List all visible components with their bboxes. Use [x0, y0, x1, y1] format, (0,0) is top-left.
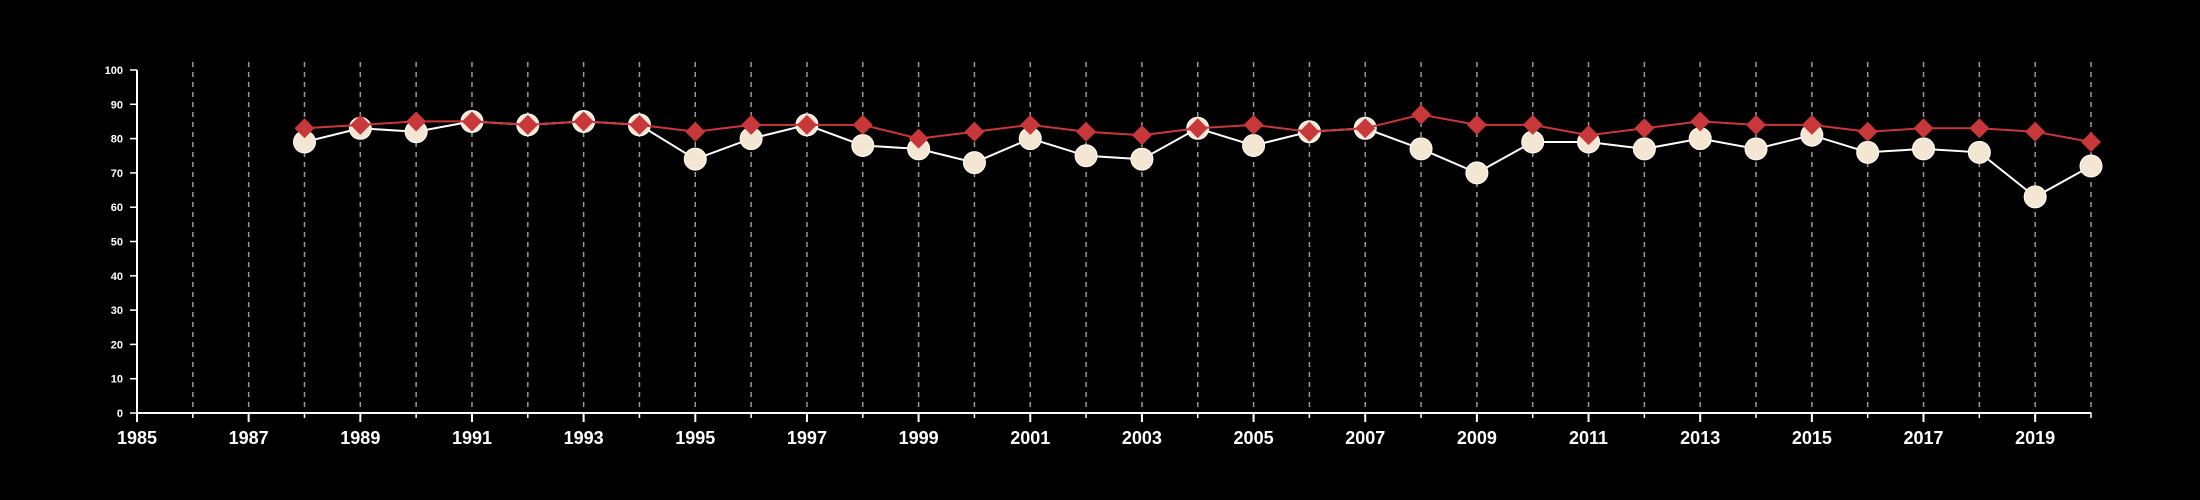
y-tick-label-30: 30	[111, 305, 123, 317]
x-tick-label-2015: 2015	[1792, 428, 1832, 448]
diamond-point-2011	[1578, 125, 1599, 146]
circle-point-2002	[1074, 144, 1098, 168]
diamond-point-1993	[573, 111, 594, 132]
circle-point-2016	[1856, 140, 1880, 164]
diamond-point-2017	[1913, 118, 1934, 139]
diamond-point-2010	[1522, 114, 1543, 135]
diamond-point-2004	[1187, 118, 1208, 139]
x-tick-label-2007: 2007	[1345, 428, 1385, 448]
diamond-point-2005	[1243, 114, 1264, 135]
diamond-point-2001	[1020, 114, 1041, 135]
circle-point-2020	[2079, 154, 2103, 178]
x-tick-label-1985: 1985	[117, 428, 157, 448]
diamond-point-1989	[350, 114, 371, 135]
y-tick-label-40: 40	[111, 271, 123, 283]
circle-point-2009	[1465, 161, 1489, 185]
x-tick-label-2011: 2011	[1569, 428, 1608, 448]
x-tick-label-2019: 2019	[2015, 428, 2055, 448]
x-tick-label-1991: 1991	[452, 428, 492, 448]
series-layer	[292, 104, 2103, 209]
diamond-point-2003	[1131, 125, 1152, 146]
diamond-point-2009	[1466, 114, 1487, 135]
y-tick-label-100: 100	[105, 65, 123, 77]
diamond-point-1994	[629, 114, 650, 135]
x-tick-label-1993: 1993	[564, 428, 604, 448]
diamond-point-2019	[2025, 121, 2046, 142]
x-tick-label-1999: 1999	[899, 428, 939, 448]
x-tick-label-1995: 1995	[675, 428, 715, 448]
x-tick-label-2017: 2017	[1903, 428, 1943, 448]
x-tick-label-2009: 2009	[1457, 428, 1497, 448]
y-tick-label-90: 90	[111, 99, 123, 111]
diamond-point-2006	[1299, 121, 1320, 142]
y-tick-label-0: 0	[117, 408, 123, 420]
diamond-point-2008	[1411, 104, 1432, 125]
diamond-point-1995	[685, 121, 706, 142]
circle-point-2000	[962, 151, 986, 175]
x-tick-label-2003: 2003	[1122, 428, 1162, 448]
axis-layer: 0 10 20 30 40 50 60 70 80 90 100 1985 1987 1989 1991 19…	[105, 65, 2092, 448]
diamond-point-1988	[294, 118, 315, 139]
diamond-point-1991	[461, 111, 482, 132]
diamond-point-2013	[1690, 111, 1711, 132]
y-tick-label-80: 80	[111, 134, 123, 146]
x-tick-label-1989: 1989	[340, 428, 380, 448]
circle-point-1995	[683, 147, 707, 171]
y-tick-label-50: 50	[111, 237, 123, 249]
diamond-point-2020	[2081, 132, 2101, 153]
y-tick-label-20: 20	[111, 339, 123, 351]
diamond-point-1990	[406, 111, 427, 132]
diamond-point-2015	[1801, 114, 1822, 135]
diamond-point-2007	[1355, 118, 1376, 139]
diamond-point-2018	[1969, 118, 1990, 139]
diamond-point-2016	[1857, 121, 1878, 142]
x-tick-label-1997: 1997	[787, 428, 827, 448]
circle-point-2012	[1632, 137, 1656, 161]
x-tick-label-2001: 2001	[1010, 428, 1050, 448]
circle-point-2018	[1967, 140, 1991, 164]
y-tick-label-60: 60	[111, 202, 123, 214]
circle-point-2017	[1912, 137, 1936, 161]
x-tick-label-2005: 2005	[1234, 428, 1274, 448]
grid-layer	[192, 62, 2092, 413]
y-tick-label-70: 70	[111, 168, 123, 180]
circle-point-1998	[851, 133, 875, 157]
x-tick-label-1987: 1987	[229, 428, 269, 448]
diamond-point-1996	[741, 114, 762, 135]
diamond-point-2002	[1076, 121, 1097, 142]
circle-point-2003	[1130, 147, 1154, 171]
x-tick-label-2013: 2013	[1680, 428, 1720, 448]
diamond-point-1992	[517, 114, 538, 135]
circle-point-2019	[2023, 185, 2047, 209]
diamond-point-1999	[908, 128, 929, 149]
diamond-point-2000	[964, 121, 985, 142]
diamond-point-1997	[796, 114, 817, 135]
circle-point-2014	[1744, 137, 1768, 161]
diamond-point-2012	[1634, 118, 1655, 139]
circle-point-2008	[1409, 137, 1433, 161]
diamond-point-2014	[1746, 114, 1767, 135]
circle-point-2005	[1242, 133, 1266, 157]
y-tick-label-10: 10	[111, 374, 123, 386]
diamond-point-1998	[852, 114, 873, 135]
